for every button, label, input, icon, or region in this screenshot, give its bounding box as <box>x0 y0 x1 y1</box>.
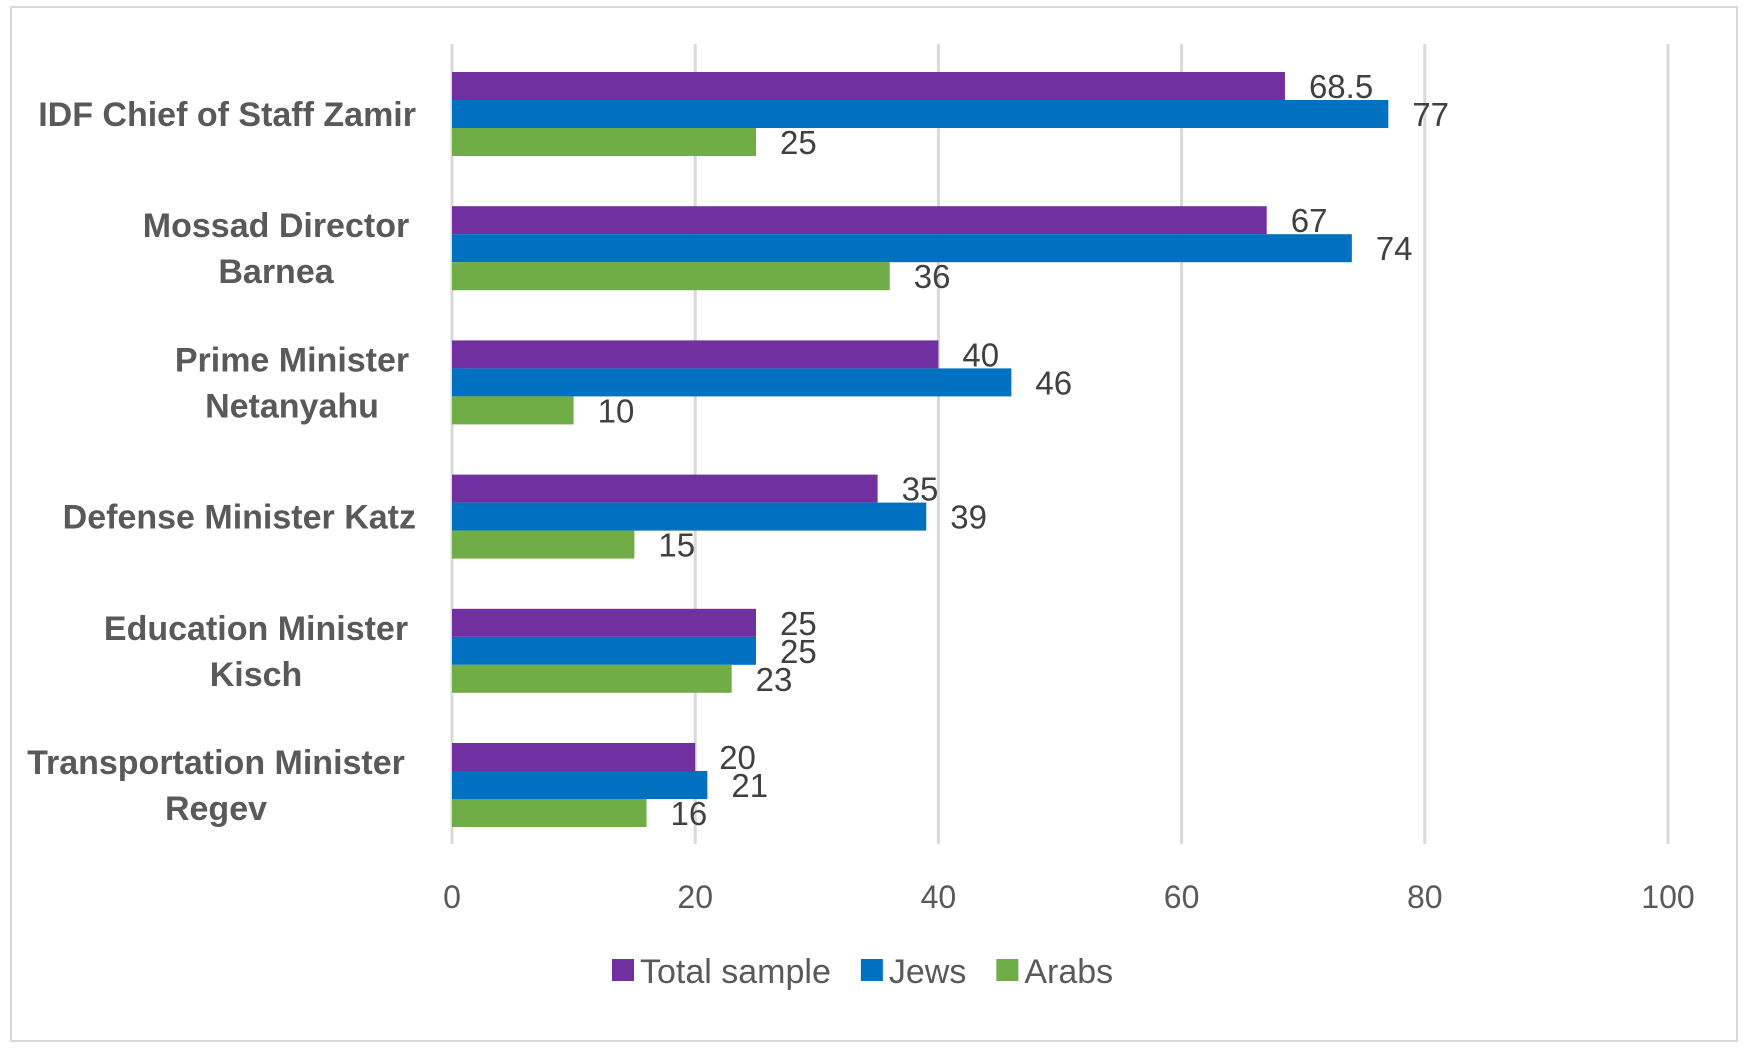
x-axis-ticks: 0 20 40 60 80 100 <box>443 879 1695 915</box>
bar-jews <box>452 502 927 531</box>
category-label: Defense Minister Katz <box>63 499 416 537</box>
bar-jews <box>452 100 1389 128</box>
data-label: 25 <box>780 633 817 670</box>
data-label: 36 <box>914 258 951 295</box>
bar-jews <box>452 234 1352 263</box>
category-label: Netanyahu <box>205 387 379 425</box>
data-label: 16 <box>671 795 708 832</box>
bar-total-sample <box>452 206 1267 235</box>
gridlines <box>450 44 1670 844</box>
category-label: Kisch <box>210 656 303 694</box>
category-label: Transportation Minister <box>27 744 405 782</box>
x-tick-label: 40 <box>921 879 957 915</box>
data-label: 21 <box>731 767 768 804</box>
bar-arabs <box>452 262 890 291</box>
data-label: 74 <box>1376 230 1413 267</box>
legend-swatch-arabs <box>996 959 1019 981</box>
data-label: 68.5 <box>1309 68 1373 105</box>
x-tick-label: 100 <box>1641 879 1694 915</box>
x-tick-label: 60 <box>1164 879 1200 915</box>
data-label: 10 <box>598 392 635 429</box>
bar-total-sample <box>452 743 696 771</box>
category-label: Prime Minister <box>175 341 409 379</box>
legend-label: Arabs <box>1024 953 1113 991</box>
bar-total-sample <box>452 608 756 637</box>
data-label: 25 <box>780 605 817 642</box>
data-label: 46 <box>1035 364 1072 401</box>
legend-swatch-jews <box>860 959 883 981</box>
category-labels: IDF Chief of Staff Zamir Mossad Director B… <box>27 96 416 828</box>
data-label: 25 <box>780 124 817 161</box>
x-tick-label: 0 <box>443 879 461 915</box>
data-label: 35 <box>902 471 939 508</box>
category-label: Regev <box>165 790 267 828</box>
bars <box>452 72 1389 827</box>
bar-arabs <box>452 530 635 559</box>
data-label: 40 <box>962 336 999 373</box>
bar-arabs <box>452 799 647 827</box>
bar-jews <box>452 368 1012 397</box>
data-label: 39 <box>950 499 987 536</box>
x-tick-label: 80 <box>1407 879 1443 915</box>
category-label: IDF Chief of Staff Zamir <box>38 96 416 134</box>
bar-jews <box>452 771 708 799</box>
bar-arabs <box>452 128 756 156</box>
legend-label: Total sample <box>640 953 831 991</box>
data-label: 67 <box>1291 202 1328 239</box>
x-tick-label: 20 <box>677 879 713 915</box>
bar-total-sample <box>452 474 878 503</box>
legend: Total sample Jews Arabs <box>612 953 1113 991</box>
bar-jews <box>452 636 756 665</box>
bar-arabs <box>452 396 574 425</box>
data-label: 20 <box>719 739 756 776</box>
category-label: Education Minister <box>104 610 408 648</box>
bar-total-sample <box>452 72 1285 100</box>
legend-swatch-total-sample <box>612 959 634 981</box>
category-label: Barnea <box>218 253 334 291</box>
bar-total-sample <box>452 340 939 369</box>
legend-label: Jews <box>889 953 966 991</box>
category-label: Mossad Director <box>143 207 409 245</box>
data-label: 23 <box>756 661 793 698</box>
data-label: 77 <box>1412 96 1449 133</box>
data-label: 15 <box>658 527 695 564</box>
bar-arabs <box>452 664 732 693</box>
